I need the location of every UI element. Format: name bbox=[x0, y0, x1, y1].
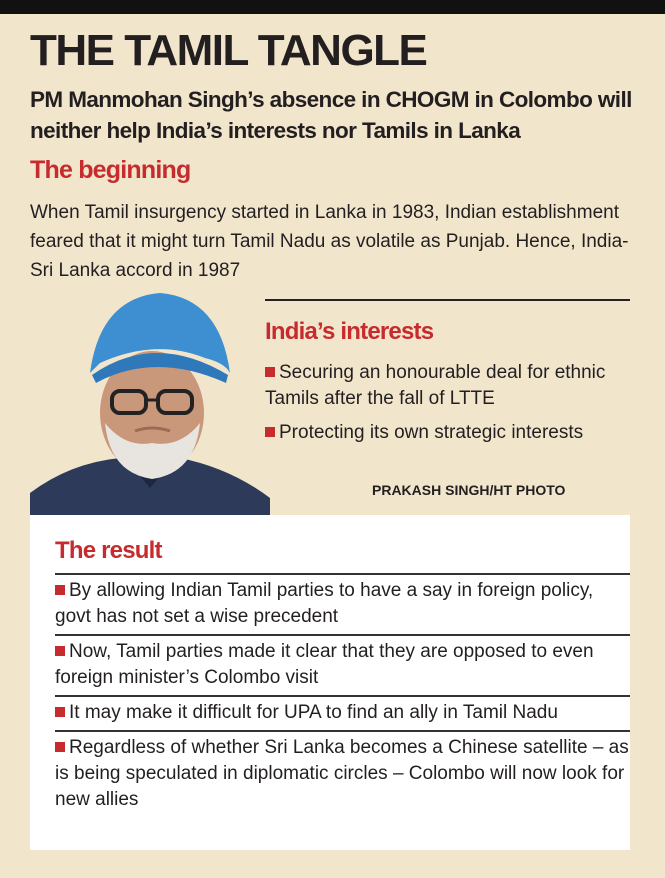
bullet-text: It may make it difficult for UPA to find… bbox=[69, 702, 558, 723]
bullet-item: Protecting its own strategic interests bbox=[265, 420, 615, 446]
section-heading: The beginning bbox=[30, 156, 191, 184]
photo-credit: PRAKASH SINGH/HT PHOTO bbox=[372, 482, 566, 498]
bullet-list: By allowing Indian Tamil parties to have… bbox=[55, 573, 630, 817]
bullet-text: By allowing Indian Tamil parties to have… bbox=[55, 580, 594, 627]
section-heading: India’s interests bbox=[265, 318, 434, 345]
subtitle: PM Manmohan Singh’s absence in CHOGM in … bbox=[30, 87, 632, 143]
bullet-text: Protecting its own strategic interests bbox=[279, 422, 584, 443]
top-bar bbox=[0, 0, 665, 14]
divider bbox=[265, 299, 630, 301]
bullet-item: Regardless of whether Sri Lanka becomes … bbox=[55, 730, 630, 817]
photo bbox=[30, 293, 270, 515]
bullet-list: Securing an honourable deal for ethnic T… bbox=[265, 360, 615, 454]
bullet-item: By allowing Indian Tamil parties to have… bbox=[55, 573, 630, 634]
paragraph: When Tamil insurgency started in Lanka i… bbox=[30, 202, 629, 281]
bullet-text: Regardless of whether Sri Lanka becomes … bbox=[55, 737, 629, 810]
bullet-item: It may make it difficult for UPA to find… bbox=[55, 695, 630, 730]
title: THE TAMIL TANGLE bbox=[30, 26, 428, 75]
bullet-text: Now, Tamil parties made it clear that th… bbox=[55, 641, 594, 688]
section-heading: The result bbox=[55, 537, 163, 564]
result-box: The result By allowing Indian Tamil part… bbox=[30, 515, 630, 850]
bullet-item: Securing an honourable deal for ethnic T… bbox=[265, 360, 615, 412]
bullet-text: Securing an honourable deal for ethnic T… bbox=[265, 362, 606, 409]
bullet-item: Now, Tamil parties made it clear that th… bbox=[55, 634, 630, 695]
